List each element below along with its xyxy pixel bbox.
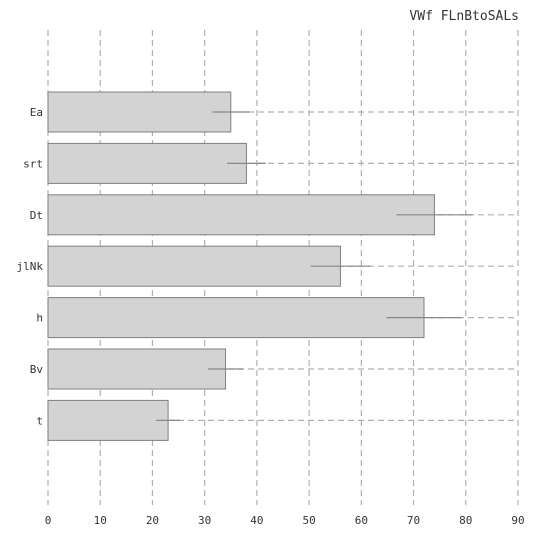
y-tick-label: Dt (30, 209, 43, 222)
bar-layer (47, 91, 435, 441)
x-tick-label: 80 (459, 514, 472, 527)
x-tick-label: 20 (146, 514, 159, 527)
x-tick-label: 60 (355, 514, 368, 527)
x-tick-label: 0 (45, 514, 52, 527)
x-tick-label: 70 (407, 514, 420, 527)
y-tick-label: jlNk (17, 260, 44, 273)
x-tick-label: 10 (94, 514, 107, 527)
error-layer (156, 111, 473, 421)
y-tick-label: Ea (30, 106, 43, 119)
bar (47, 348, 227, 390)
bar (47, 194, 435, 236)
bar (47, 245, 341, 287)
chart-title: VWf FLnBtoSALs (409, 9, 519, 24)
x-tick-label: 50 (302, 514, 315, 527)
bar (47, 399, 169, 441)
bar (47, 91, 232, 133)
bar (47, 297, 425, 339)
y-tick-label: h (36, 312, 43, 325)
x-tick-label: 40 (250, 514, 263, 527)
x-tick-label: 90 (511, 514, 524, 527)
x-tick-label: 30 (198, 514, 211, 527)
y-tick-label: t (36, 414, 43, 427)
y-tick-label: srt (23, 157, 43, 170)
y-tick-label: Bv (30, 363, 44, 376)
label-layer: 0 10 20 30 40 50 60 70 80 90 Ea srt Dt jlNk h Bv t (17, 106, 525, 527)
bar (47, 142, 247, 184)
